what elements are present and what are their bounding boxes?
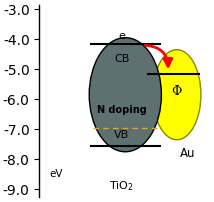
Text: Φ: Φ: [172, 85, 182, 98]
Text: N doping: N doping: [97, 105, 147, 115]
Text: VB: VB: [114, 130, 129, 140]
Text: Au: Au: [179, 147, 195, 160]
Text: e: e: [118, 31, 125, 41]
Ellipse shape: [89, 38, 161, 152]
Ellipse shape: [153, 50, 201, 140]
Text: CB: CB: [114, 54, 129, 64]
Text: eV: eV: [50, 169, 63, 179]
Text: TiO$_2$: TiO$_2$: [109, 179, 134, 193]
